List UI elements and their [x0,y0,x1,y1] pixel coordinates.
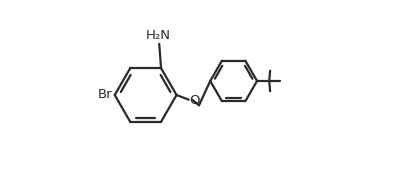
Text: H₂N: H₂N [146,29,171,42]
Text: Br: Br [98,89,112,101]
Text: O: O [189,94,200,107]
